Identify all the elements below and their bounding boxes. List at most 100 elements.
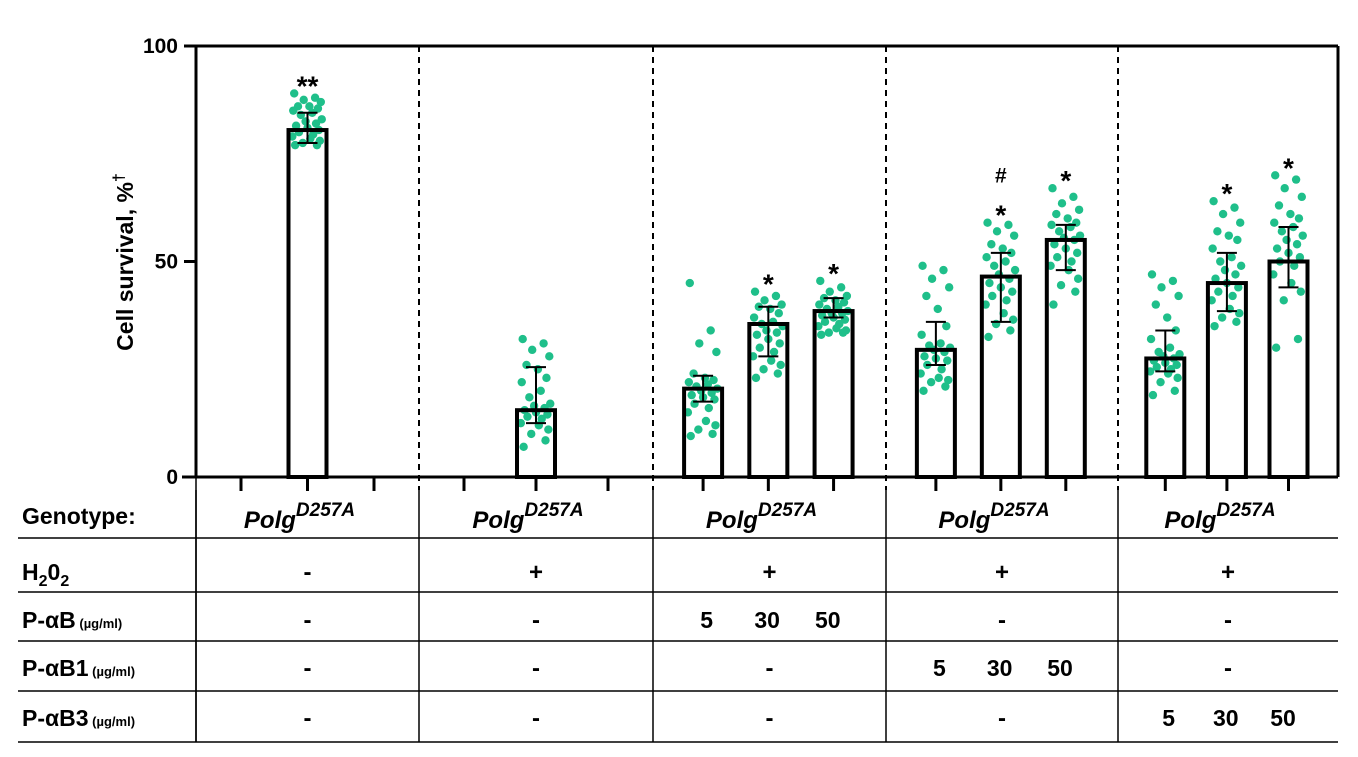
genotype-cell: PolgD257A bbox=[244, 500, 355, 534]
data-point bbox=[1001, 257, 1010, 266]
data-point bbox=[1074, 205, 1084, 214]
significance-mark: ** bbox=[297, 70, 319, 101]
data-point bbox=[1220, 265, 1230, 275]
condition-value: 5 bbox=[1162, 705, 1175, 731]
condition-value: - bbox=[998, 705, 1006, 732]
data-point bbox=[825, 287, 834, 296]
data-point bbox=[1010, 265, 1020, 275]
data-point bbox=[824, 328, 834, 337]
data-point bbox=[1232, 317, 1241, 327]
bar bbox=[1267, 259, 1310, 479]
data-point bbox=[1234, 283, 1243, 292]
data-point bbox=[933, 304, 942, 314]
data-point bbox=[1067, 257, 1076, 266]
bar bbox=[1144, 356, 1187, 480]
data-point bbox=[1052, 209, 1061, 219]
condition-value: - bbox=[532, 705, 540, 732]
y-tick-label: 0 bbox=[166, 466, 178, 489]
condition-value: 30 bbox=[987, 655, 1013, 681]
data-point bbox=[317, 115, 326, 124]
data-point bbox=[537, 414, 546, 424]
data-point bbox=[523, 412, 532, 421]
y-tick-label: 100 bbox=[143, 35, 178, 58]
data-point bbox=[919, 386, 928, 395]
data-point bbox=[545, 352, 554, 361]
data-point bbox=[704, 403, 713, 413]
genotype-cell: PolgD257A bbox=[938, 500, 1049, 534]
data-point bbox=[777, 300, 786, 309]
bar bbox=[914, 347, 957, 480]
data-point bbox=[816, 276, 825, 286]
data-point bbox=[310, 93, 320, 102]
data-point bbox=[766, 356, 776, 365]
data-point bbox=[750, 287, 760, 296]
condition-value: - bbox=[1224, 607, 1232, 634]
data-point bbox=[1002, 296, 1011, 305]
condition-value: - bbox=[766, 655, 774, 682]
data-point bbox=[1053, 252, 1062, 262]
data-point bbox=[1230, 203, 1239, 212]
data-point bbox=[836, 283, 846, 292]
data-point bbox=[942, 321, 951, 331]
condition-value: - bbox=[304, 705, 312, 732]
significance-mark: * bbox=[1221, 178, 1232, 209]
data-point bbox=[1209, 196, 1218, 206]
data-point bbox=[707, 388, 716, 398]
data-point bbox=[939, 265, 948, 275]
data-point bbox=[926, 377, 936, 387]
data-point bbox=[527, 429, 536, 439]
data-point bbox=[769, 347, 779, 357]
significance-mark: * bbox=[1283, 152, 1294, 183]
row-label: P-αB1 (µg/ml) bbox=[22, 655, 135, 681]
data-point bbox=[1174, 291, 1183, 301]
data-point bbox=[920, 352, 929, 361]
y-axis-label: Cell survival, %† bbox=[111, 173, 138, 351]
data-point bbox=[922, 291, 931, 301]
data-point bbox=[517, 377, 526, 387]
data-point bbox=[1280, 184, 1289, 193]
condition-value: - bbox=[532, 607, 540, 634]
data-point bbox=[525, 393, 534, 402]
data-point bbox=[983, 218, 992, 227]
data-point bbox=[751, 373, 761, 383]
row-label: Genotype: bbox=[22, 503, 136, 529]
data-point bbox=[1272, 244, 1282, 253]
data-point bbox=[842, 291, 852, 301]
data-point bbox=[1213, 227, 1222, 236]
data-point bbox=[694, 425, 703, 434]
data-point bbox=[749, 313, 759, 322]
data-point bbox=[987, 240, 996, 249]
condition-value: + bbox=[762, 559, 776, 586]
data-point bbox=[543, 410, 552, 419]
data-point bbox=[1008, 315, 1018, 324]
condition-value: - bbox=[532, 655, 540, 682]
data-point bbox=[1075, 231, 1085, 240]
condition-value: 30 bbox=[754, 607, 780, 633]
data-point bbox=[1236, 261, 1246, 271]
data-point bbox=[316, 97, 325, 107]
data-point bbox=[1292, 240, 1302, 249]
data-point bbox=[771, 291, 781, 301]
data-point bbox=[1008, 287, 1017, 296]
data-point bbox=[1291, 175, 1301, 184]
data-point bbox=[834, 302, 843, 311]
data-point bbox=[544, 425, 553, 434]
data-point bbox=[998, 244, 1007, 253]
significance-mark: * bbox=[828, 258, 839, 289]
data-point bbox=[759, 365, 768, 374]
data-point bbox=[528, 345, 537, 355]
data-point bbox=[1172, 360, 1181, 370]
data-point bbox=[1071, 287, 1080, 296]
data-point bbox=[944, 283, 954, 292]
condition-value: - bbox=[1224, 655, 1232, 682]
data-point bbox=[1270, 218, 1279, 227]
y-tick-label: 50 bbox=[155, 251, 178, 274]
data-point bbox=[1214, 287, 1223, 296]
data-point bbox=[776, 360, 785, 370]
data-point bbox=[290, 89, 299, 98]
data-point bbox=[1236, 218, 1245, 227]
data-point bbox=[1296, 287, 1306, 296]
data-point bbox=[1211, 274, 1220, 283]
data-point bbox=[1056, 281, 1066, 290]
data-point bbox=[1073, 274, 1083, 283]
